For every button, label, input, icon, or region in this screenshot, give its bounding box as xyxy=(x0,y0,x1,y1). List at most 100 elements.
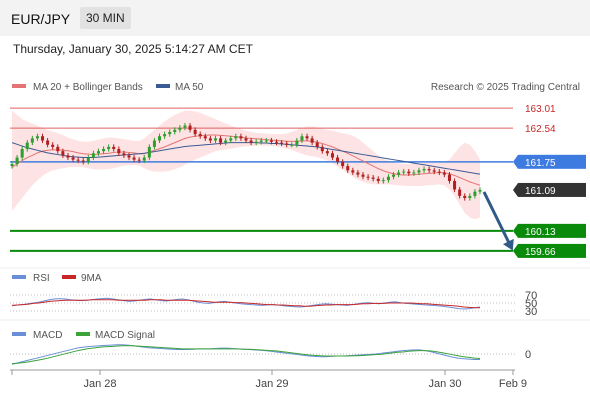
time-axis-label: Jan 28 xyxy=(83,378,116,390)
candle-body xyxy=(381,180,385,182)
time-axis-label: Jan 29 xyxy=(255,378,288,390)
candle-body xyxy=(453,181,457,190)
timestamp: Thursday, January 30, 2025 5:14:27 AM CE… xyxy=(13,42,253,56)
candle-body xyxy=(330,153,334,158)
candle-body xyxy=(249,140,253,143)
candle-body xyxy=(371,177,375,179)
price-pane: 163.01 162.54 161.75 161.09 160.13 159.66 xyxy=(0,104,590,321)
macd-level-label-0: 0 xyxy=(525,349,531,361)
candle-body xyxy=(351,170,355,173)
rsi-level-label-50: 50 xyxy=(525,298,537,310)
candle-body xyxy=(61,151,65,156)
candle-body xyxy=(442,172,446,175)
candle-body xyxy=(336,157,340,162)
candle-body xyxy=(81,160,85,162)
rsi-ma-line xyxy=(11,299,480,309)
candle-body xyxy=(254,141,258,143)
ma20-legend-swatch xyxy=(12,84,26,88)
macd-legend: MACD MACD Signal xyxy=(12,330,155,341)
candle-body xyxy=(473,191,477,196)
candle-body xyxy=(305,136,309,139)
rsi-level-label-30: 30 xyxy=(525,306,537,318)
level-badge-pointer xyxy=(513,223,518,238)
candle-body xyxy=(315,142,319,147)
candle-body xyxy=(437,171,441,173)
candle-body xyxy=(107,146,111,150)
candle-body xyxy=(285,143,289,145)
timeframe-button[interactable]: 30 MIN xyxy=(80,7,131,29)
candle-body xyxy=(163,134,167,137)
symbol-title: EUR/JPY xyxy=(11,11,71,27)
chart-header: EUR/JPY 30 MIN xyxy=(0,0,590,36)
level-badge-pointer xyxy=(513,154,518,169)
candle-body xyxy=(275,141,279,143)
candle-body xyxy=(102,149,106,152)
candle-body xyxy=(20,149,24,158)
candle-body xyxy=(259,140,263,142)
level-badge-160.13 xyxy=(518,223,586,238)
candle-body xyxy=(15,157,19,164)
rsi-level-label-70: 70 xyxy=(525,290,537,302)
candle-body xyxy=(96,151,100,154)
candle-body xyxy=(386,176,390,181)
candle-body xyxy=(86,157,90,162)
candle-body xyxy=(193,129,197,135)
candle-body xyxy=(56,146,60,152)
candle-body xyxy=(168,131,172,135)
candle-body xyxy=(392,174,396,177)
macd-pane: 0 xyxy=(10,344,531,365)
candle-body xyxy=(366,176,370,178)
candle-body xyxy=(463,195,467,199)
candle-body xyxy=(35,136,39,139)
candle-body xyxy=(458,189,462,196)
level-label-161.09: 161.09 xyxy=(525,186,556,197)
candle-body xyxy=(152,140,156,147)
macd-legend-swatch xyxy=(12,332,26,336)
macd-signal-legend-label: MACD Signal xyxy=(95,330,155,341)
candle-body xyxy=(310,138,314,143)
level-label-161.75: 161.75 xyxy=(525,158,556,169)
bollinger-band xyxy=(12,110,480,220)
candle-body xyxy=(51,144,55,147)
level-label-159.66: 159.66 xyxy=(525,247,556,258)
candle-body xyxy=(244,138,248,141)
candle-body xyxy=(25,142,29,150)
candle-body xyxy=(158,136,162,141)
ma20-legend-label: MA 20 + Bollinger Bands xyxy=(33,82,143,93)
level-label-160.13: 160.13 xyxy=(525,227,556,238)
candle-body xyxy=(264,140,268,142)
candle-body xyxy=(447,174,451,181)
time-axis-label: Jan 30 xyxy=(428,378,461,390)
level-badge-161.75 xyxy=(518,154,586,169)
candle-body xyxy=(229,138,233,141)
candle-body xyxy=(46,140,50,145)
rsi-legend: RSI 9MA xyxy=(12,273,102,284)
candle-body xyxy=(402,171,406,173)
candle-body xyxy=(76,159,80,161)
candle-body xyxy=(117,149,121,154)
candle-body xyxy=(468,195,472,199)
candle-body xyxy=(208,138,212,141)
candle-body xyxy=(280,142,284,144)
candle-body xyxy=(295,140,299,145)
candle-body xyxy=(183,125,187,128)
candle-body xyxy=(219,138,223,143)
candle-body xyxy=(173,129,177,132)
candle-body xyxy=(30,138,34,143)
ma50-legend-label: MA 50 xyxy=(175,82,204,93)
candle-body xyxy=(203,136,207,139)
macd-signal-legend-swatch xyxy=(76,332,90,336)
level-badge-pointer xyxy=(513,243,518,258)
candle-body xyxy=(137,159,141,161)
candle-body xyxy=(198,134,202,137)
candle-body xyxy=(127,155,131,158)
candle-body xyxy=(147,146,151,158)
candle-body xyxy=(356,172,360,175)
candle-body xyxy=(213,138,217,141)
candle-body xyxy=(325,151,329,154)
level-badge-161.09 xyxy=(518,182,586,197)
candle-body xyxy=(132,157,136,160)
candle-body xyxy=(300,136,304,141)
candle-body xyxy=(397,172,401,175)
